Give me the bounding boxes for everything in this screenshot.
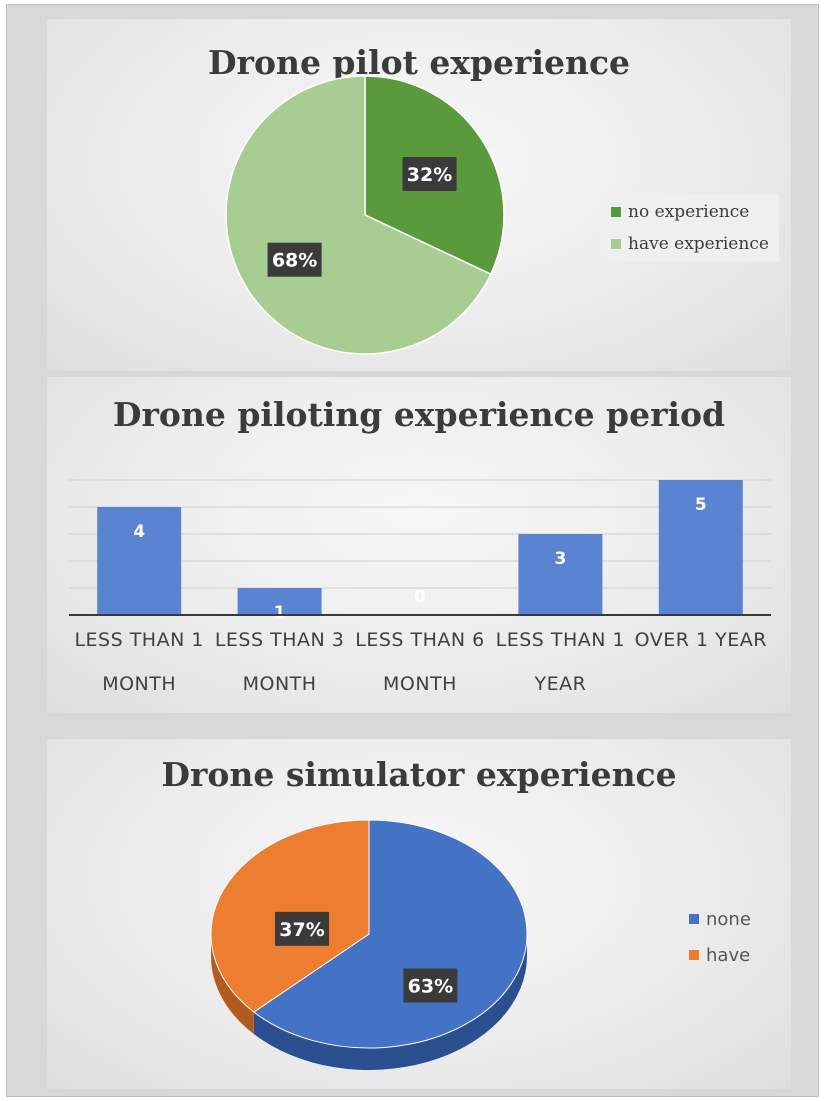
pilot-experience-legend: no experience have experience bbox=[603, 194, 779, 262]
bar-value-label-5: 5 bbox=[695, 495, 707, 515]
bar-4 bbox=[518, 534, 603, 615]
legend-item-have-experience: have experience bbox=[611, 228, 769, 260]
simulator-experience-panel: Drone simulator experience 63% 37% none h… bbox=[47, 739, 791, 1089]
pie-side-have bbox=[211, 934, 254, 1035]
legend-swatch-have bbox=[689, 950, 699, 960]
legend-item-none: none bbox=[689, 901, 751, 937]
simulator-experience-title: Drone simulator experience bbox=[161, 755, 677, 794]
data-label-no-experience-bg bbox=[402, 157, 457, 192]
data-label-no-experience: 32% bbox=[407, 164, 452, 186]
data-label-none: 63% bbox=[408, 976, 453, 998]
legend-label-have: have bbox=[706, 944, 751, 966]
data-label-have-experience: 68% bbox=[272, 250, 317, 272]
category-label-1: LESS THAN 1 MONTH bbox=[74, 629, 204, 695]
pie-side-none bbox=[253, 934, 528, 1070]
bar-value-label-3: 0 bbox=[414, 587, 426, 607]
category-label-4: LESS THAN 1 YEAR bbox=[495, 629, 626, 695]
pilot-experience-panel: Drone pilot experience 32% 68% no experie… bbox=[47, 19, 791, 371]
legend-label-none: none bbox=[706, 908, 751, 930]
data-label-have-experience-bg bbox=[267, 242, 322, 277]
legend-swatch-none bbox=[689, 914, 699, 924]
legend-item-have: have bbox=[689, 937, 751, 973]
data-label-have: 37% bbox=[279, 919, 324, 941]
bar-2 bbox=[237, 588, 322, 615]
experience-period-bar-chart: 4 1 0 3 5 bbox=[69, 479, 771, 623]
legend-swatch-have-experience bbox=[611, 239, 621, 249]
category-label-5: OVER 1 YEAR bbox=[634, 629, 767, 651]
category-label-3: LESS THAN 6 MONTH bbox=[355, 629, 485, 695]
legend-label-have-experience: have experience bbox=[628, 234, 769, 254]
pie-slice-none bbox=[252, 819, 528, 1049]
data-label-none-bg bbox=[403, 968, 458, 1003]
figure-frame: Drone pilot experience 32% 68% no experie… bbox=[6, 4, 819, 1097]
legend-label-no-experience: no experience bbox=[628, 202, 750, 222]
bar-1 bbox=[97, 507, 182, 615]
bar-value-label-4: 3 bbox=[554, 549, 566, 569]
bar-5 bbox=[658, 480, 743, 615]
category-label-2: LESS THAN 3 MONTH bbox=[214, 629, 345, 695]
experience-period-panel: Drone piloting experience period 4 1 0 3 5 L… bbox=[47, 377, 791, 713]
bar-value-label-1: 4 bbox=[133, 522, 145, 542]
data-label-have-bg bbox=[274, 911, 329, 946]
simulator-experience-legend: none have bbox=[689, 901, 751, 973]
legend-item-no-experience: no experience bbox=[611, 196, 769, 228]
legend-swatch-no-experience bbox=[611, 207, 621, 217]
pilot-experience-pie: 32% 68% bbox=[225, 75, 505, 355]
pie-slice-have-experience bbox=[225, 75, 492, 355]
experience-period-title: Drone piloting experience period bbox=[112, 395, 726, 434]
simulator-experience-pie: 63% 37% bbox=[210, 819, 528, 1070]
pilot-experience-title: Drone pilot experience bbox=[207, 43, 631, 82]
bar-value-label-2: 1 bbox=[274, 603, 286, 623]
